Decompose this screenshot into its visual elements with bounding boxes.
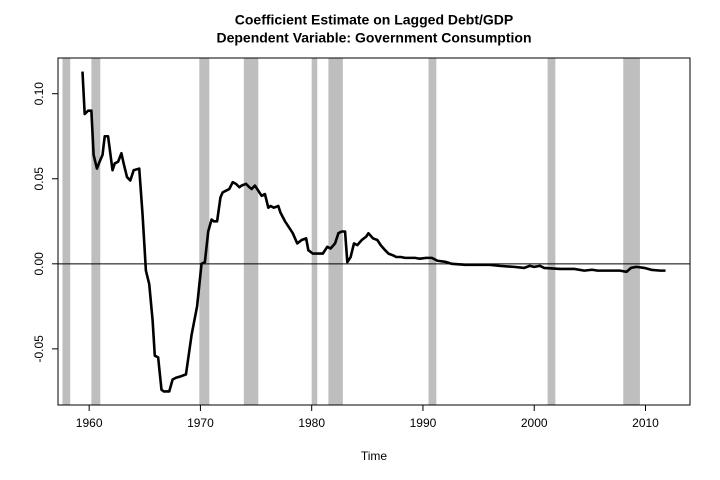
x-tick-label: 1980 <box>298 416 325 430</box>
x-tick-label: 1990 <box>410 416 437 430</box>
x-tick-label: 1960 <box>76 416 103 430</box>
y-tick-label: 0.10 <box>32 82 46 106</box>
shaded-period <box>428 58 437 405</box>
x-tick-label: 2010 <box>632 416 659 430</box>
shaded-period <box>328 58 343 405</box>
y-tick-label: 0.05 <box>32 167 46 191</box>
x-tick-label: 2000 <box>521 416 548 430</box>
shaded-period <box>62 58 71 405</box>
x-axis-label: Time <box>361 449 388 463</box>
shaded-period <box>623 58 640 405</box>
shaded-period <box>547 58 556 405</box>
shaded-period <box>243 58 259 405</box>
y-tick-label: -0.05 <box>32 335 46 363</box>
chart-title: Coefficient Estimate on Lagged Debt/GDP <box>235 12 513 28</box>
shaded-period <box>311 58 318 405</box>
y-tick-label: 0.00 <box>32 252 46 276</box>
shaded-period <box>91 58 101 405</box>
shaded-period <box>199 58 210 405</box>
chart-subtitle: Dependent Variable: Government Consumpti… <box>216 30 531 46</box>
x-tick-label: 1970 <box>187 416 214 430</box>
data-line <box>81 71 666 393</box>
